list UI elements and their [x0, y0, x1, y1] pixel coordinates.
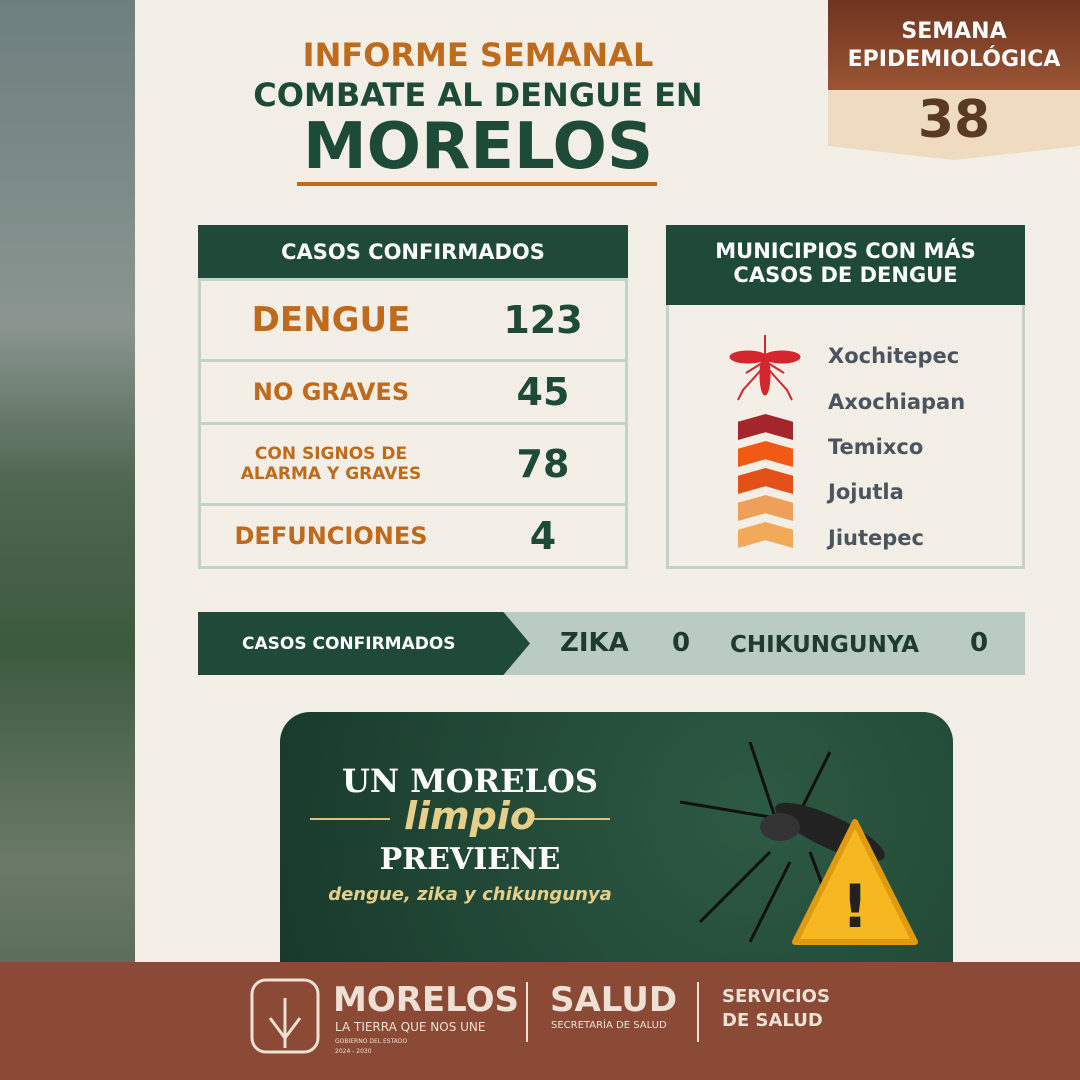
cases-row: DEFUNCIONES 4	[198, 506, 628, 569]
divider	[530, 818, 610, 820]
title-underline	[297, 182, 657, 186]
other-cases-banner: CASOS CONFIRMADOS ZIKA 0 CHIKUNGUNYA 0	[198, 612, 1025, 675]
cases-row: NO GRAVES 45	[198, 362, 628, 425]
servicios-text: DE SALUD	[722, 1010, 823, 1031]
case-value: 123	[503, 298, 583, 342]
divider	[310, 818, 390, 820]
other-cases-label: CASOS CONFIRMADOS	[198, 612, 530, 675]
week-label: SEMANA EPIDEMIOLÓGICA	[828, 0, 1080, 90]
municipio: Axochiapan	[828, 390, 966, 414]
tagline: LA TIERRA QUE NOS UNE	[335, 1020, 486, 1034]
title-line2: COMBATE AL DENGUE EN	[253, 76, 703, 114]
background-photo	[0, 0, 135, 1080]
prevention-card: UN MORELOS limpio PREVIENE dengue, zika …	[280, 712, 953, 962]
case-label: CON SIGNOS DE ALARMA Y GRAVES	[240, 444, 422, 484]
case-label: NO GRAVES	[252, 378, 410, 406]
divider	[526, 982, 528, 1042]
case-value: 45	[516, 370, 570, 414]
promo-line2: limpio	[404, 794, 536, 838]
cases-row: CON SIGNOS DE ALARMA Y GRAVES 78	[198, 425, 628, 506]
title-line1: INFORME SEMANAL	[302, 36, 654, 74]
week-number: 38	[828, 90, 1080, 160]
case-value: 4	[529, 514, 557, 558]
week-badge: SEMANA EPIDEMIOLÓGICA 38	[828, 0, 1080, 160]
svg-text:!: !	[841, 872, 868, 942]
case-label: DENGUE	[251, 300, 411, 340]
servicios-text: SERVICIOS	[722, 986, 830, 1007]
municipio: Jojutla	[828, 480, 904, 504]
chik-label: CHIKUNGUNYA	[730, 632, 920, 658]
municipio: Jiutepec	[828, 526, 924, 550]
case-label: DEFUNCIONES	[234, 522, 428, 550]
chik-value: 0	[970, 628, 989, 658]
zika-value: 0	[672, 628, 691, 658]
mosquito-photo-icon: !	[679, 742, 918, 945]
promo-line4: dengue, zika y chikungunya	[328, 884, 612, 905]
footer: MORELOS LA TIERRA QUE NOS UNE GOBIERNO D…	[0, 962, 1080, 1080]
secretaria-text: SECRETARÍA DE SALUD	[551, 1020, 667, 1031]
promo-line1: UN MORELOS	[341, 762, 599, 800]
morelos-seal-icon	[250, 978, 320, 1054]
promo-line3: PREVIENE	[379, 842, 561, 877]
morelos-logo-text: MORELOS	[333, 980, 519, 1020]
case-value: 78	[516, 442, 570, 486]
municipios-header: MUNICIPIOS CON MÁS CASOS DE DENGUE	[666, 225, 1025, 305]
municipio: Xochitepec	[828, 344, 960, 368]
cases-row: DENGUE 123	[198, 278, 628, 362]
municipio: Temixco	[828, 435, 924, 459]
zika-label: ZIKA	[560, 628, 629, 658]
years-text: 2024 - 2030	[335, 1048, 372, 1055]
title-line3: MORELOS	[302, 110, 654, 184]
mosquito-icon	[729, 335, 801, 401]
gov-text: GOBIERNO DEL ESTADO	[335, 1038, 408, 1045]
municipios-box	[666, 305, 1025, 569]
cases-header: CASOS CONFIRMADOS	[198, 225, 628, 278]
divider	[697, 982, 699, 1042]
salud-logo-text: SALUD	[550, 980, 678, 1020]
